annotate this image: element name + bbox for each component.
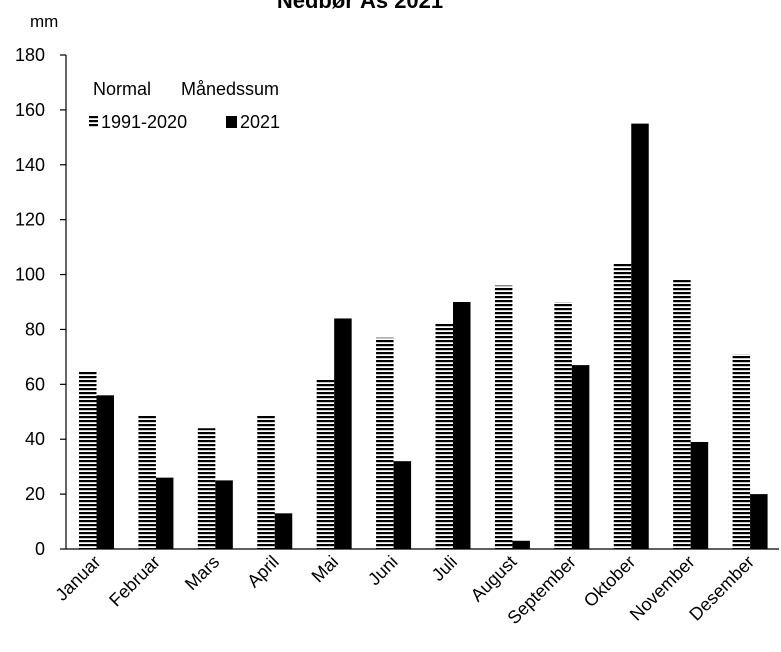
bar-2021-mars	[215, 480, 233, 549]
legend-swatch-2021	[226, 116, 237, 128]
y-tick-label: 20	[25, 484, 45, 504]
bar-2021-mai	[334, 318, 352, 549]
y-axis-ticks: 0 20 40 60 80 100 120 140 160 180	[15, 45, 66, 559]
bar-2021-januar	[96, 395, 114, 549]
bar-normal-september	[554, 302, 572, 549]
bar-2021-desember	[750, 494, 768, 549]
bar-normal-mars	[197, 428, 216, 549]
x-tick-label-desember: Desember	[685, 552, 758, 625]
bar-2021-juni	[393, 461, 412, 549]
y-tick-label: 180	[15, 45, 45, 65]
x-axis-labels: Januar Februar Mars April Mai Juni Juli AugustS…	[51, 552, 758, 628]
legend: Normal Månedssum 1991-2020 2021	[89, 79, 280, 132]
x-tick-label-mars: Mars	[181, 552, 223, 594]
bar-normal-juli	[435, 323, 453, 549]
bar-2021-juli	[453, 302, 471, 549]
bars	[79, 123, 768, 549]
y-tick-label: 160	[15, 100, 45, 120]
bar-normal-november	[673, 280, 691, 549]
x-tick-label-oktober: Oktober	[580, 552, 639, 611]
y-tick-label: 40	[25, 429, 45, 449]
y-tick-label: 120	[15, 210, 45, 230]
y-tick-label: 140	[15, 155, 45, 175]
legend-header-maanedssum: Månedssum	[181, 79, 279, 99]
legend-label-normal: 1991-2020	[101, 112, 187, 132]
bar-normal-februar	[138, 414, 156, 549]
x-tick-label-januar: Januar	[51, 552, 104, 605]
bar-2021-august	[512, 540, 530, 549]
bar-2021-november	[690, 441, 709, 549]
bar-normal-oktober	[613, 263, 632, 549]
y-tick-label: 60	[25, 374, 45, 394]
bar-2021-april	[274, 513, 293, 549]
bar-normal-april	[257, 414, 275, 549]
bar-normal-januar	[79, 370, 97, 549]
legend-swatch-normal	[89, 116, 98, 127]
y-axis-label: mm	[30, 12, 58, 31]
chart-title: Nedbør Ås 2021	[277, 0, 443, 13]
bar-normal-mai	[316, 378, 335, 549]
bar-2021-februar	[155, 477, 174, 549]
bar-normal-august	[494, 285, 513, 549]
legend-label-2021: 2021	[240, 112, 280, 132]
bar-normal-desember	[732, 354, 751, 549]
bar-2021-oktober	[631, 123, 649, 549]
x-tick-label-juni: Juni	[364, 552, 401, 589]
bar-normal-juni	[376, 337, 394, 549]
x-tick-label-mai: Mai	[308, 552, 343, 587]
x-tick-label-juli: Juli	[428, 552, 461, 585]
y-tick-label: 100	[15, 265, 45, 285]
legend-header-normal: Normal	[93, 79, 151, 99]
x-tick-label-april: April	[243, 552, 283, 592]
x-tick-label-februar: Februar	[105, 552, 164, 611]
y-tick-label: 80	[25, 319, 45, 339]
x-tick-label-august: August	[467, 552, 521, 606]
bar-2021-september	[571, 365, 590, 549]
y-tick-label: 0	[35, 539, 45, 559]
